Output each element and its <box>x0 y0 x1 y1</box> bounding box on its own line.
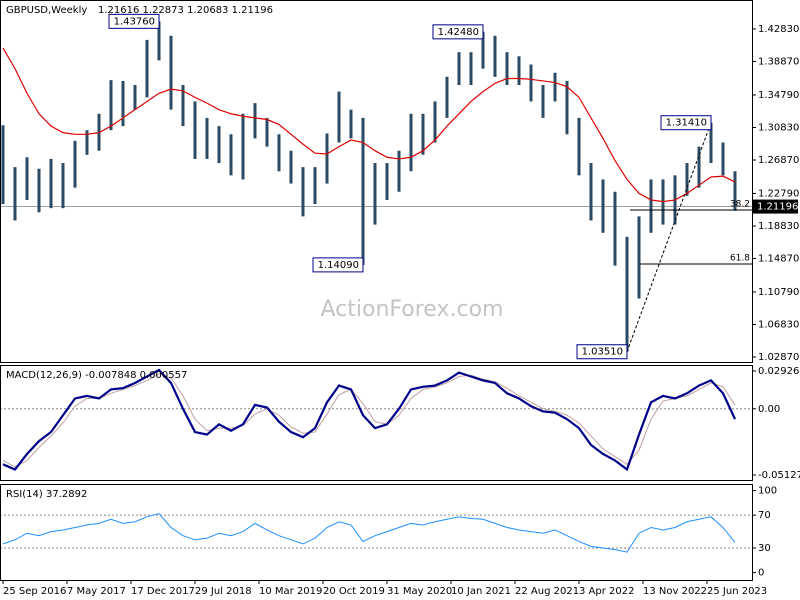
y-tick-label: 1.02870 <box>758 352 799 363</box>
panel-title: GBPUSD,Weekly <box>6 5 87 16</box>
price-label-box <box>108 13 160 29</box>
indicator-line <box>2 512 736 553</box>
y-tick-label: 1.06830 <box>758 319 799 330</box>
trend-line <box>626 122 712 352</box>
indicator-line <box>2 373 736 468</box>
x-tick-label: 20 Oct 2019 <box>323 586 385 597</box>
y-tick-label: 1.42830 <box>758 24 799 35</box>
panel-border <box>0 484 753 581</box>
x-tick-label: 31 May 2020 <box>387 586 452 597</box>
last-price-box <box>753 199 798 214</box>
y-tick-label: 1.14870 <box>758 253 799 264</box>
y-tick-label: 0 <box>758 568 764 579</box>
x-tick-label: 25 Jun 2023 <box>707 586 767 597</box>
x-tick-label: 17 Dec 2017 <box>131 586 195 597</box>
y-tick-label: -0.051279 <box>758 470 800 481</box>
x-tick-label: 10 Mar 2019 <box>259 586 322 597</box>
price-label: 1.14090 <box>318 260 359 271</box>
last-price-label: 1.21196 <box>757 202 798 213</box>
price-label: 1.43760 <box>114 16 155 27</box>
panel-title: RSI(14) 37.2892 <box>6 489 87 500</box>
y-tick-label: 70 <box>758 510 771 521</box>
y-tick-label: 1.18830 <box>758 221 799 232</box>
price-label: 1.42480 <box>438 27 479 38</box>
y-tick-label: 100 <box>758 486 777 497</box>
x-tick-label: 22 Aug 2021 <box>515 586 579 597</box>
price-label-box <box>312 257 364 273</box>
panel-border <box>0 365 753 481</box>
x-tick-label: 7 May 2017 <box>67 586 126 597</box>
price-label: 1.03510 <box>582 347 623 358</box>
y-tick-label: 1.30830 <box>758 122 799 133</box>
y-tick-label: 1.10790 <box>758 287 799 298</box>
chart-subtitle: 1.21616 1.22873 1.20683 1.21196 <box>98 5 273 16</box>
fib-label: 61.8 <box>730 253 750 263</box>
y-tick-label: 1.38870 <box>758 56 799 67</box>
y-tick-label: 0.00 <box>758 404 780 415</box>
y-tick-label: 1.34790 <box>758 90 799 101</box>
y-tick-label: 0.029261 <box>758 366 800 377</box>
watermark: ActionForex.com <box>321 297 504 322</box>
price-label-box <box>432 24 484 40</box>
y-tick-label: 30 <box>758 543 771 554</box>
panel-title: MACD(12,26,9) -0.007848 0.000557 <box>6 370 187 381</box>
panel-border <box>0 0 753 363</box>
x-tick-label: 13 Nov 2022 <box>643 586 707 597</box>
y-tick-label: 1.22790 <box>758 188 799 199</box>
y-tick-label: 1.26870 <box>758 155 799 166</box>
x-tick-label: 29 Jul 2018 <box>195 586 252 597</box>
x-tick-label: 3 Apr 2022 <box>579 586 634 597</box>
price-label-box <box>576 344 628 360</box>
x-tick-label: 25 Sep 2016 <box>3 586 66 597</box>
price-label-box <box>660 115 712 131</box>
x-tick-label: 10 Jan 2021 <box>451 586 511 597</box>
fib-label: 38.2 <box>730 199 750 209</box>
indicator-line <box>2 368 736 472</box>
price-label: 1.31410 <box>666 118 707 129</box>
moving-average <box>2 47 736 203</box>
